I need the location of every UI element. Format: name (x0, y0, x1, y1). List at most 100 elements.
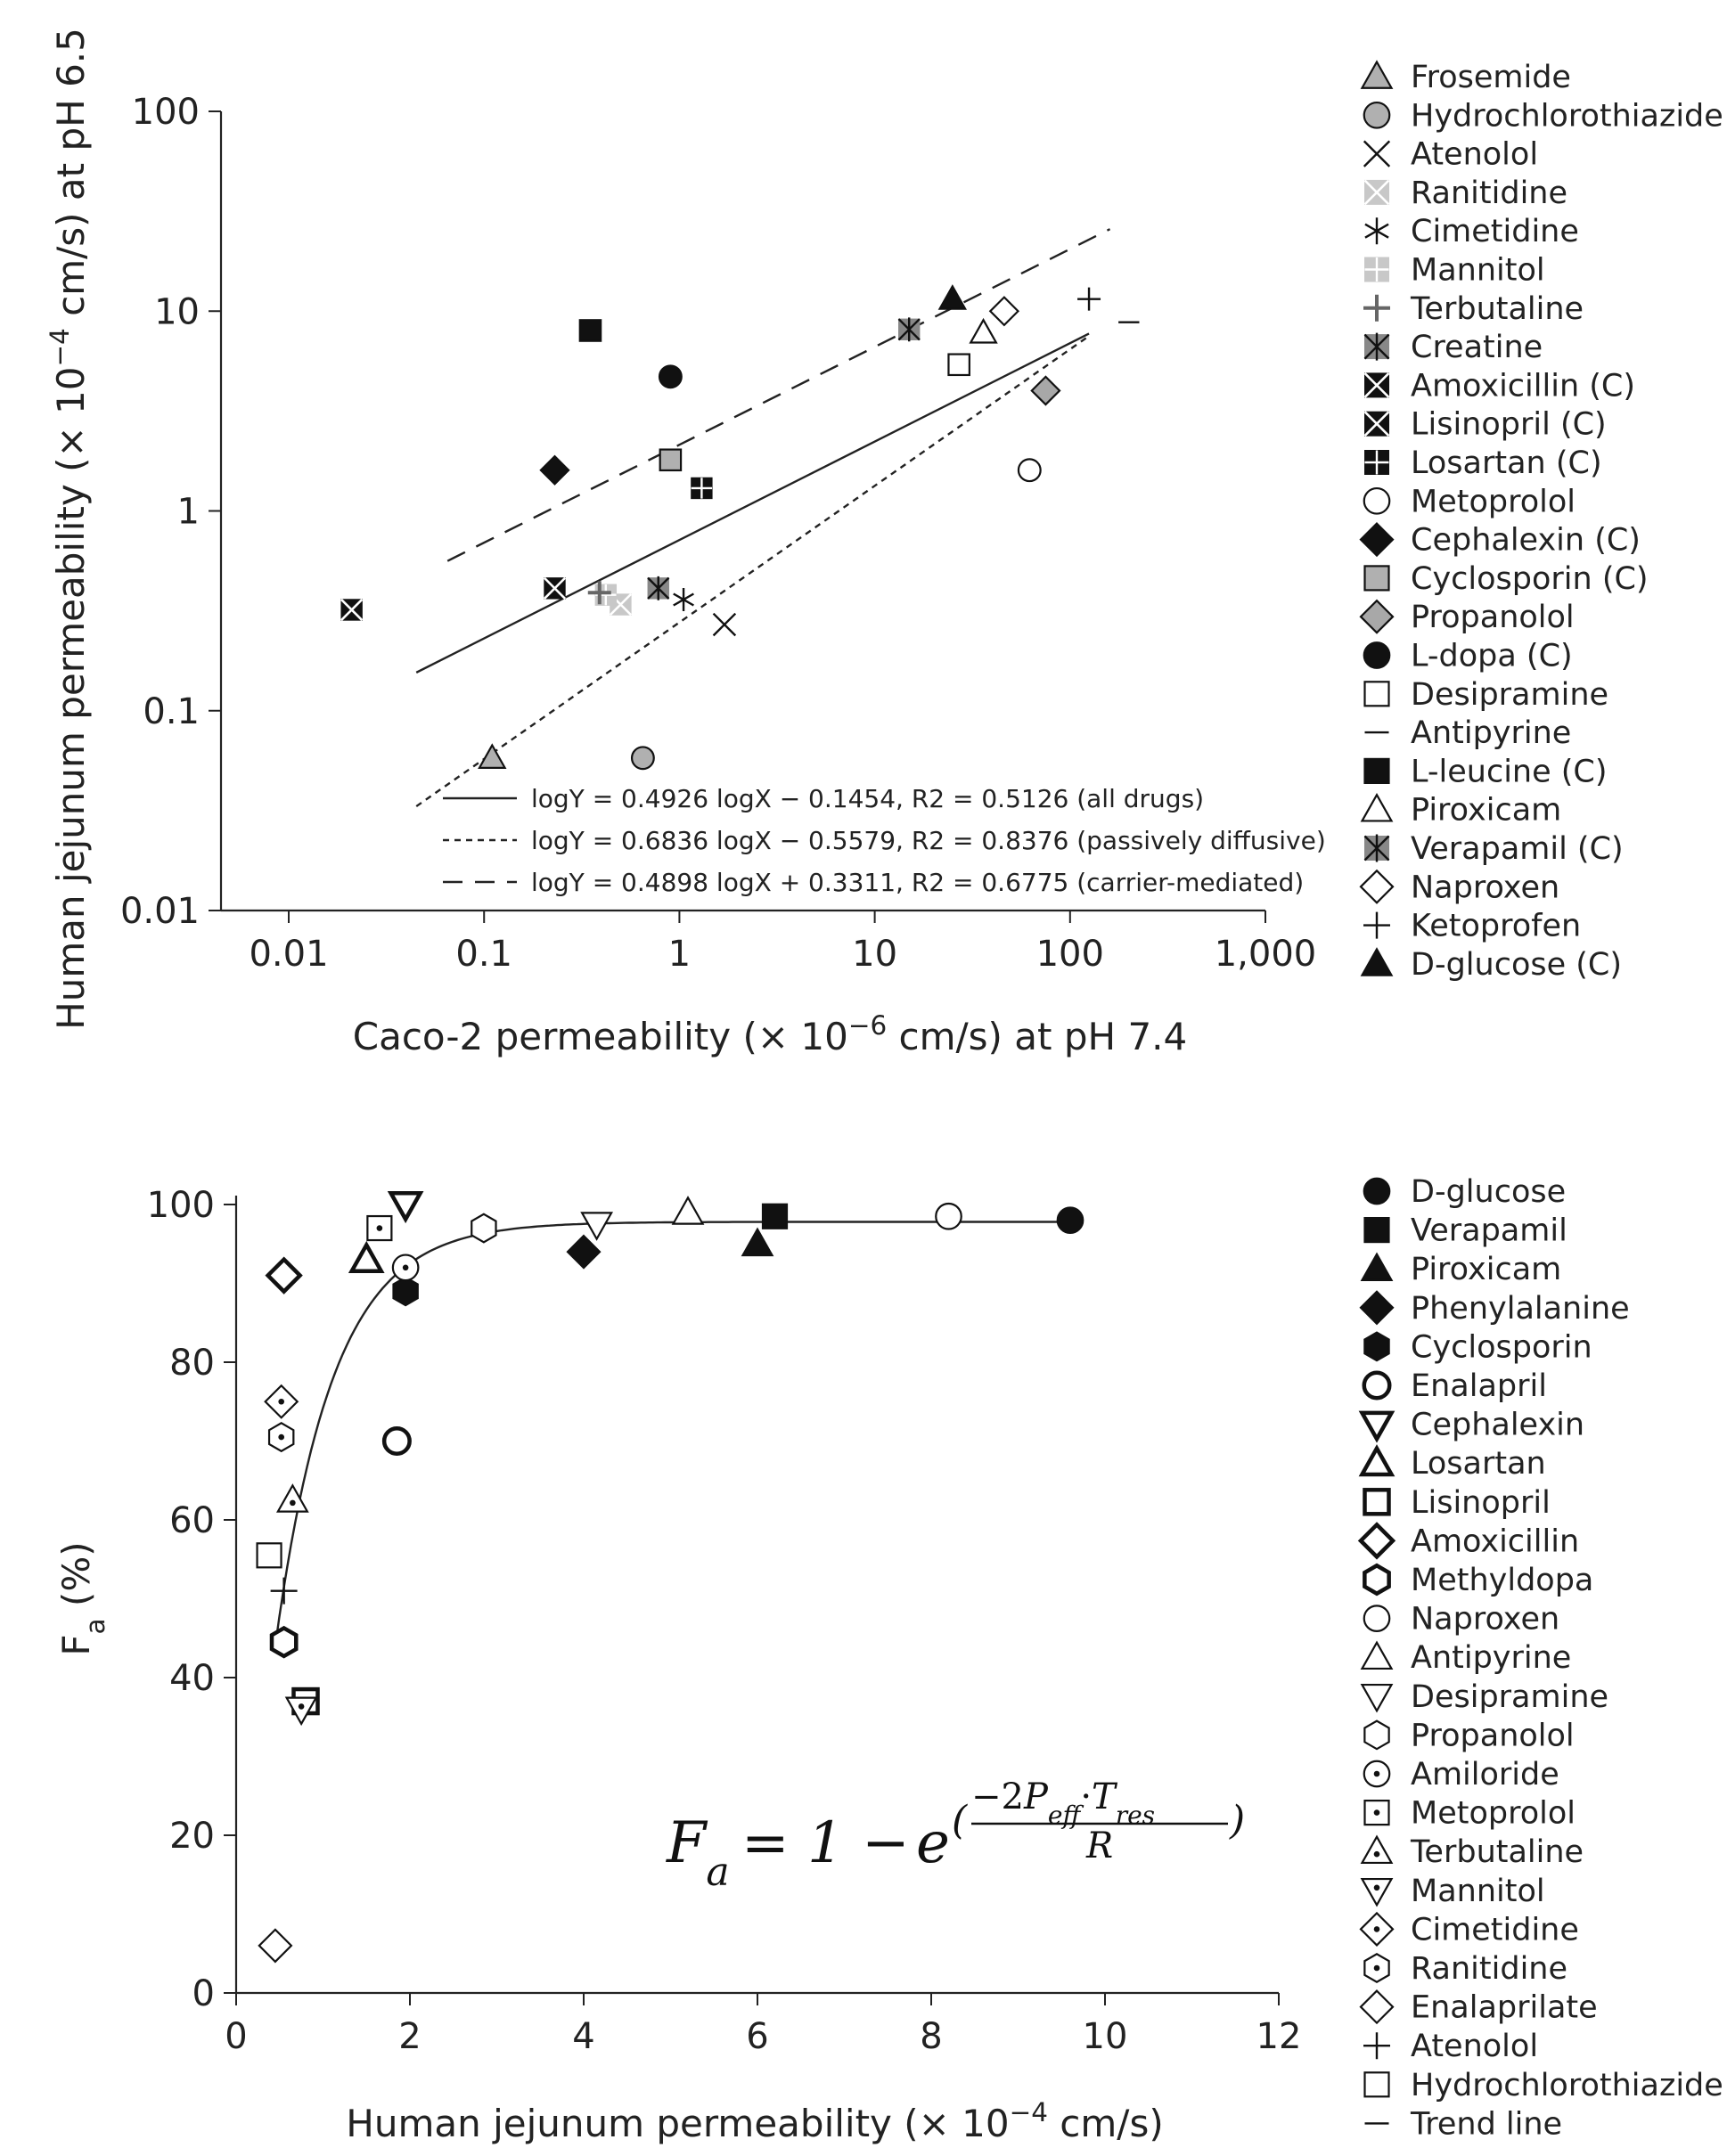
point-terbutaline (587, 581, 611, 605)
x-tick-label: 8 (920, 2016, 942, 2057)
formula-lhs: Fa (666, 1810, 730, 1895)
point-lisinopril-c (543, 576, 567, 600)
legend-marker-methyldopa (1363, 1563, 1391, 1597)
y-tick-label: 80 (169, 1343, 215, 1384)
legend-label-propanolol: Propanolol (1411, 1718, 1575, 1753)
formula-paren-close: ) (1229, 1798, 1245, 1843)
legend-marker-lisinopril-c (1363, 411, 1390, 437)
point-cephalexin (387, 1191, 424, 1224)
legend-label-amoxicillin-c: Amoxicillin (C) (1411, 368, 1635, 404)
point-cimetidine (264, 1384, 299, 1419)
formula-e: e (916, 1810, 950, 1876)
point-amiloride (391, 1254, 420, 1282)
y-axis-title: Fa (%) (54, 1541, 110, 1655)
point-hydrochlorothiazide (630, 746, 655, 771)
legend-label-antipyrine: Antipyrine (1411, 715, 1571, 751)
x-tick-label: 0.1 (455, 934, 512, 975)
legend-label-atenolol: Atenolol (1411, 137, 1538, 173)
point-losartan-c (691, 477, 713, 500)
legend-label-verapamil-c: Verapamil (C) (1411, 831, 1624, 867)
legend-label-terbutaline: Terbutaline (1410, 1834, 1584, 1870)
point-piroxicam (969, 317, 998, 344)
y-tick-label: 0.01 (120, 891, 200, 932)
legend-marker-cyclosporin (1363, 1331, 1390, 1362)
x-tick-label: 1,000 (1215, 934, 1317, 975)
legend-label-lisinopril: Lisinopril (1411, 1485, 1551, 1521)
y-tick-label: 10 (154, 291, 200, 332)
point-ketoprofen (1077, 287, 1101, 311)
point-piroxicam (741, 1227, 774, 1257)
point-cimetidine (673, 587, 694, 611)
legend-label-ketoprofen: Ketoprofen (1411, 909, 1581, 944)
legend-label-enalaprilate: Enalaprilate (1411, 1990, 1598, 2026)
legend-marker-hydrochlorothiazide (1363, 101, 1391, 129)
legend-marker-atenolol (1363, 140, 1391, 167)
point-amoxicillin-c (340, 598, 364, 622)
legend-marker-l-leucine-c (1363, 757, 1390, 785)
legend-marker-piroxicam (1360, 1252, 1394, 1282)
point-cephalexin-c (539, 454, 570, 486)
legend-label-piroxicam: Piroxicam (1411, 793, 1561, 829)
legend-label-naproxen: Naproxen (1411, 870, 1559, 905)
x-tick-label: 1 (668, 934, 691, 975)
legend-marker-desipramine (1363, 681, 1390, 707)
legend-label-hydrochlorothiazide: Hydrochlorothiazide (1411, 2068, 1723, 2103)
legend-marker-enalaprilate (1359, 1989, 1395, 2025)
legend-marker-l-dopa-c (1363, 641, 1391, 669)
legend-label-antipyrine: Antipyrine (1411, 1640, 1571, 1676)
legend-marker-atenolol (1363, 2032, 1390, 2060)
legend-marker-cimetidine (1359, 1911, 1395, 1947)
legend-label-piroxicam: Piroxicam (1411, 1252, 1561, 1287)
legend-marker-metoprolol (1363, 486, 1391, 515)
legend-label-lisinopril-c: Lisinopril (C) (1411, 407, 1607, 443)
legend-label-methyldopa: Methyldopa (1411, 1563, 1593, 1598)
legend-label-losartan: Losartan (1411, 1446, 1546, 1482)
legend-label-frosemide: Frosemide (1411, 60, 1571, 95)
legend-marker-d-glucose (1363, 1177, 1391, 1205)
legend-marker-hydrochlorothiazide (1363, 2071, 1390, 2098)
legend-marker-naproxen (1363, 1605, 1391, 1632)
x-tick-label: 0.01 (249, 934, 328, 975)
legend-marker-ketoprofen (1363, 911, 1390, 939)
legend-marker-enalapril (1362, 1370, 1392, 1401)
x-tick-label: 2 (398, 2016, 421, 2057)
legend-marker-ranitidine (1363, 179, 1390, 206)
point-naproxen (935, 1202, 962, 1230)
legend-marker-frosemide (1360, 60, 1394, 89)
legend-label-metoprolol: Metoprolol (1411, 1796, 1576, 1832)
formula-paren-open: ( (952, 1798, 968, 1843)
fit-line-dashed (446, 228, 1111, 562)
legend-marker-mannitol (1360, 1877, 1394, 1907)
y-tick-label: 40 (169, 1658, 215, 1699)
point-atenolol (270, 1577, 298, 1605)
legend-marker-amoxicillin-c (1363, 372, 1390, 398)
legend-marker-amiloride (1363, 1760, 1391, 1788)
legend-marker-piroxicam (1360, 792, 1394, 822)
y-tick-label: 100 (147, 1185, 215, 1226)
legend-label-mannitol: Mannitol (1411, 1874, 1545, 1909)
legend-marker-desipramine (1360, 1683, 1394, 1713)
legend-label-cimetidine: Cimetidine (1411, 214, 1579, 249)
legend-label-ranitidine: Ranitidine (1411, 176, 1567, 211)
x-axis-title: Caco-2 permeability (× 10−6 cm/s) at pH … (353, 1010, 1188, 1058)
legend-label-d-glucose: D-glucose (1411, 1174, 1566, 1210)
y-tick-label: 100 (132, 92, 200, 133)
legend-marker-verapamil-c (1363, 834, 1390, 862)
legend-label-cimetidine: Cimetidine (1411, 1912, 1579, 1948)
point-antipyrine (671, 1196, 705, 1225)
fit-legend-label: logY = 0.4926 logX − 0.1454, R2 = 0.5126… (531, 784, 1204, 813)
fit-line-solid (415, 332, 1090, 674)
legend-label-metoprolol: Metoprolol (1411, 484, 1576, 519)
point-metoprolol (1017, 458, 1042, 483)
x-tick-label: 0 (225, 2016, 247, 2057)
point-naproxen (988, 296, 1020, 327)
legend-label-l-dopa-c: L-dopa (C) (1411, 639, 1573, 674)
legend-marker-cimetidine (1364, 217, 1389, 245)
point-propanolol (1030, 375, 1061, 406)
legend-label-mannitol: Mannitol (1411, 253, 1545, 289)
legend-marker-cephalexin-c (1359, 522, 1395, 558)
legend-marker-terbutaline (1363, 294, 1390, 322)
x-tick-label: 6 (746, 2016, 768, 2057)
legend-marker-losartan-c (1364, 450, 1389, 475)
